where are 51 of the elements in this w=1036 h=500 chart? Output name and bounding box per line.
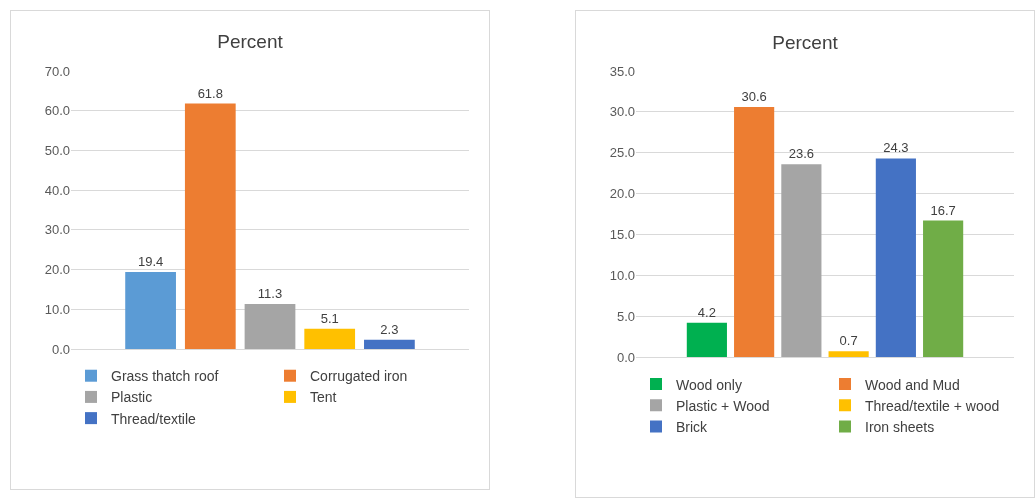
- legend-label: Wood only: [676, 376, 742, 393]
- y-tick-label: 30.0: [609, 104, 635, 120]
- y-tick-label: 40.0: [44, 182, 70, 198]
- data-label: 0.7: [839, 333, 858, 349]
- y-tick-label: 35.0: [609, 63, 635, 79]
- legend-label: Brick: [676, 418, 709, 435]
- chart-title: Percent: [772, 31, 839, 53]
- legend-label: Iron sheets: [865, 418, 935, 435]
- y-tick-label: 60.0: [44, 103, 70, 119]
- y-tick-label: 20.0: [609, 186, 635, 202]
- data-label: 23.6: [788, 146, 815, 162]
- bar: [923, 220, 964, 357]
- y-tick-label: 50.0: [44, 142, 70, 158]
- legend-label: Wood and Mud: [865, 376, 960, 393]
- y-tick-label: 10.0: [609, 267, 635, 283]
- data-label: 4.2: [697, 304, 716, 320]
- legend-label: Thread/textile: [111, 410, 197, 427]
- data-label: 30.6: [741, 88, 767, 104]
- y-tick-label: 15.0: [609, 226, 635, 242]
- chart-title: Percent: [217, 31, 284, 53]
- data-label: 11.3: [257, 286, 283, 302]
- y-tick-label: 70.0: [44, 63, 70, 79]
- legend-label: Plastic + Wood: [676, 397, 770, 414]
- y-tick-label: 0.0: [616, 349, 635, 365]
- bar: [304, 328, 356, 349]
- y-tick-label: 0.0: [51, 341, 70, 357]
- bar: [686, 322, 727, 357]
- data-label: 24.3: [883, 140, 909, 156]
- y-tick-label: 25.0: [609, 145, 635, 161]
- bar: [184, 103, 236, 349]
- legend-label: Tent: [310, 389, 337, 406]
- legend-label: Grass thatch roof: [111, 368, 219, 385]
- data-label: 19.4: [137, 253, 164, 269]
- bar: [781, 164, 822, 357]
- y-tick-label: 5.0: [616, 308, 635, 324]
- bar: [828, 351, 869, 357]
- data-label: 16.7: [930, 202, 956, 218]
- data-label: 61.8: [197, 85, 223, 101]
- bar: [244, 304, 296, 349]
- data-label: 2.3: [380, 321, 399, 337]
- bar: [875, 158, 916, 357]
- data-label: 5.1: [320, 310, 339, 326]
- bar: [364, 339, 415, 349]
- legend-label: Corrugated iron: [310, 368, 408, 385]
- y-tick-label: 30.0: [44, 222, 70, 238]
- legend-label: Plastic: [111, 389, 153, 406]
- bar: [125, 271, 176, 349]
- bar: [734, 106, 775, 357]
- y-tick-label: 20.0: [44, 262, 70, 278]
- y-tick-label: 10.0: [44, 301, 70, 317]
- legend-label: Thread/textile + wood: [865, 397, 1000, 414]
